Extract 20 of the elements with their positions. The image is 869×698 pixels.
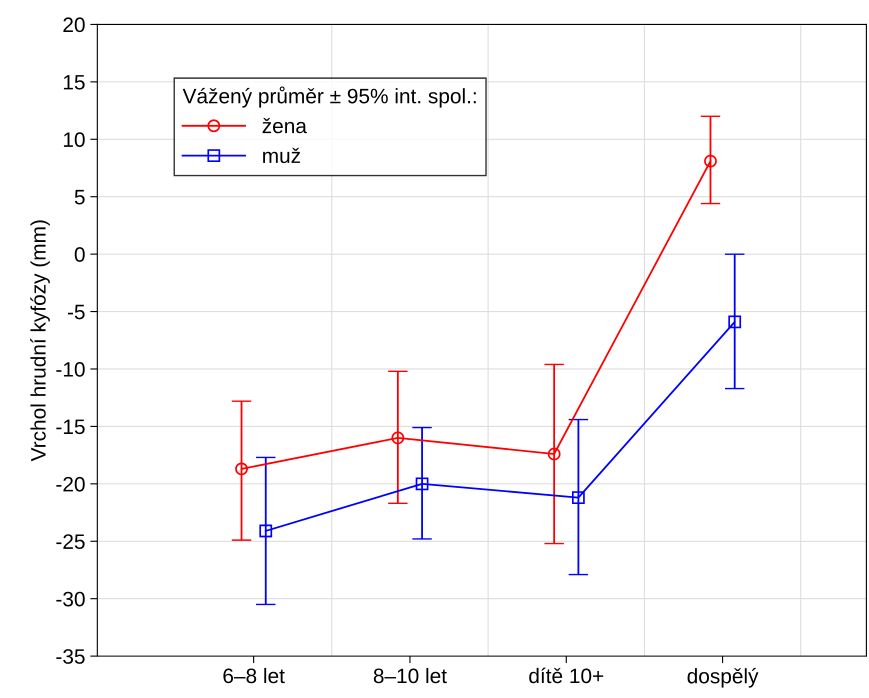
y-tick-label: 15: [64, 75, 85, 90]
legend-label: muž: [263, 148, 300, 164]
y-tick-label: -30: [56, 592, 85, 606]
y-tick-label: -5: [68, 304, 85, 320]
x-tick-label: dítě 10+: [529, 668, 604, 684]
y-tick-label: -25: [56, 534, 85, 550]
y-axis-title: Vrchol hrudní kyfózy (mm): [30, 220, 50, 462]
x-tick-label: dospělý: [688, 668, 758, 688]
y-tick-label: 5: [74, 190, 85, 204]
x-tick-label: 6–8 let: [223, 668, 285, 684]
y-tick-label: 20: [63, 17, 85, 32]
x-tick-label: 8–10 let: [374, 668, 447, 684]
y-tick-label: 0: [74, 247, 85, 262]
legend-label: žena: [262, 118, 307, 134]
y-tick-label: 10: [64, 132, 85, 148]
y-tick-label: -15: [56, 420, 85, 434]
y-tick-label: -35: [56, 649, 85, 664]
y-tick-label: -10: [56, 362, 85, 377]
y-tick-label: -20: [56, 476, 85, 492]
legend-title: Vážený průměr ± 95% int. spol.:: [182, 86, 476, 108]
